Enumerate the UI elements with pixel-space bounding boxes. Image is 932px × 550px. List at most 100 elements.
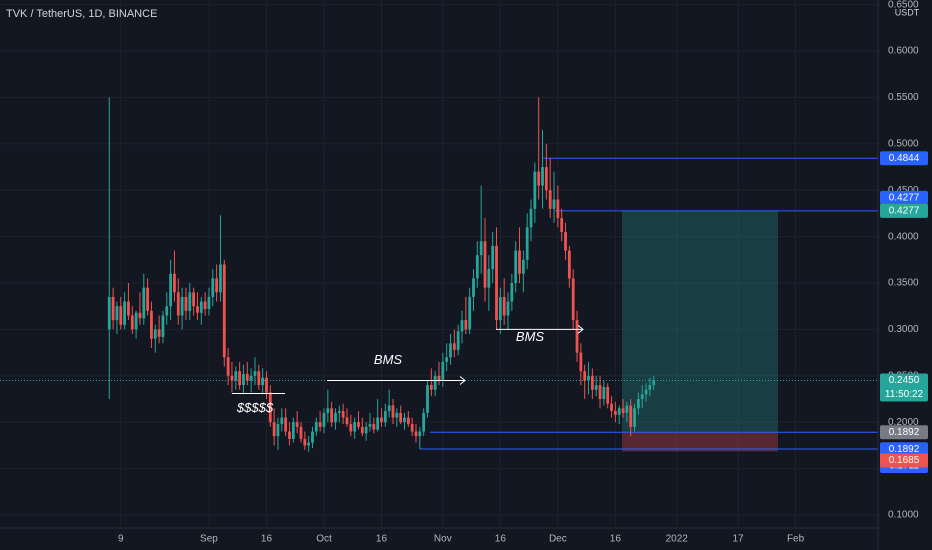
- candle-body: [422, 412, 426, 432]
- candle-body: [257, 371, 261, 386]
- candle-body: [192, 292, 196, 307]
- y-tick-label: 0.4500: [888, 185, 919, 196]
- candle-body: [142, 287, 146, 319]
- candle-body: [403, 417, 406, 423]
- y-tick-label: 0.5500: [888, 92, 919, 103]
- candle-body: [541, 167, 544, 186]
- axes: 0.10000.15000.20000.25000.30000.35000.40…: [118, 0, 928, 545]
- candle-body: [449, 343, 452, 358]
- candle-body: [575, 320, 579, 353]
- candle-body: [357, 422, 360, 427]
- candle-body: [533, 171, 537, 209]
- candle-body: [441, 361, 445, 381]
- candle-body: [215, 278, 219, 293]
- candle-body: [556, 199, 560, 219]
- candle-body: [268, 392, 272, 423]
- candle-body: [180, 296, 184, 316]
- candle-body: [211, 278, 215, 297]
- candle-body: [261, 377, 265, 386]
- y-tick-label: 0.5000: [888, 138, 919, 149]
- candle-body: [537, 171, 541, 186]
- candle-body: [173, 273, 176, 293]
- candle-body: [341, 411, 345, 418]
- x-tick-label: Dec: [549, 534, 567, 545]
- candle-body: [253, 371, 257, 376]
- grid: [0, 0, 878, 528]
- candle-body: [176, 292, 180, 316]
- candle-body: [115, 306, 119, 321]
- candle-body: [326, 408, 330, 413]
- candle-body: [222, 264, 226, 358]
- candle-body: [429, 385, 433, 390]
- candle-body: [153, 329, 157, 339]
- stop-zone: [622, 432, 778, 452]
- candle-body: [506, 301, 510, 316]
- candle-body: [648, 385, 652, 390]
- candle-body: [521, 259, 525, 274]
- candle-body: [119, 306, 123, 325]
- candle-body: [445, 357, 449, 362]
- price-tag-label: 0.4277: [889, 193, 920, 204]
- candle-body: [303, 438, 307, 446]
- candle-body: [464, 320, 468, 330]
- candle-body: [284, 417, 288, 432]
- candle-body: [199, 301, 203, 313]
- y-tick-label: 0.3500: [888, 278, 919, 289]
- candle-body: [483, 241, 487, 288]
- x-tick-label: Feb: [787, 534, 805, 545]
- candle-body: [594, 385, 598, 390]
- candle-body: [314, 422, 318, 432]
- x-tick-label: 2022: [666, 534, 689, 545]
- candle-body: [219, 264, 222, 293]
- candle-body: [134, 312, 138, 330]
- candle-body: [165, 306, 169, 316]
- candle-body: [406, 417, 410, 425]
- candle-body: [249, 375, 253, 381]
- candle-body: [518, 250, 521, 274]
- price-tag: [880, 203, 928, 218]
- candle-body: [460, 320, 464, 332]
- candle-body: [138, 312, 142, 319]
- candle-body: [621, 408, 625, 413]
- arrow-head: [577, 325, 584, 334]
- candle-body: [280, 417, 284, 425]
- candle-body: [629, 405, 633, 427]
- candle-body: [552, 199, 556, 209]
- price-tag: [880, 425, 928, 440]
- price-tag-label: 0.4844: [889, 153, 920, 164]
- candle-body: [276, 424, 280, 437]
- price-tag-label: 0.1892: [889, 427, 920, 438]
- candle-body: [399, 412, 403, 423]
- candle-body: [391, 405, 395, 418]
- annotation-text: BMS: [516, 329, 545, 344]
- candle-body: [311, 431, 314, 443]
- candle-body: [234, 371, 238, 381]
- candle-body: [387, 405, 391, 412]
- x-tick-label: 17: [732, 534, 744, 545]
- candle-body: [633, 408, 636, 427]
- candle-body: [353, 422, 357, 432]
- candle-body: [360, 426, 364, 434]
- x-tick-label: 16: [610, 534, 622, 545]
- arrow-head: [459, 376, 466, 385]
- candle-body: [127, 301, 130, 316]
- candle-body: [426, 385, 429, 413]
- candle-body: [414, 431, 418, 437]
- price-tag: [880, 190, 928, 205]
- target-zone: [622, 210, 778, 433]
- candle-body: [226, 357, 230, 376]
- x-tick-label: 16: [261, 534, 273, 545]
- candle-body: [433, 375, 437, 390]
- candle-body: [345, 417, 349, 425]
- y-tick-label: 0.1000: [888, 510, 919, 521]
- candle-body: [571, 278, 575, 321]
- candle-body: [567, 250, 571, 279]
- y-tick-label: 0.2000: [888, 417, 919, 428]
- candle-body: [514, 250, 518, 284]
- y-tick-label: 0.6000: [888, 46, 919, 57]
- candle-body: [288, 431, 291, 439]
- candle-body: [169, 273, 173, 307]
- y-tick-label: 0.4000: [888, 231, 919, 242]
